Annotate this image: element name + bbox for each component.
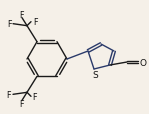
Text: F: F [33, 92, 37, 101]
Text: F: F [20, 11, 24, 20]
Text: F: F [7, 20, 11, 29]
Text: S: S [92, 70, 98, 79]
Text: F: F [33, 18, 37, 27]
Text: O: O [139, 58, 146, 67]
Text: F: F [7, 90, 11, 99]
Text: F: F [20, 99, 24, 108]
